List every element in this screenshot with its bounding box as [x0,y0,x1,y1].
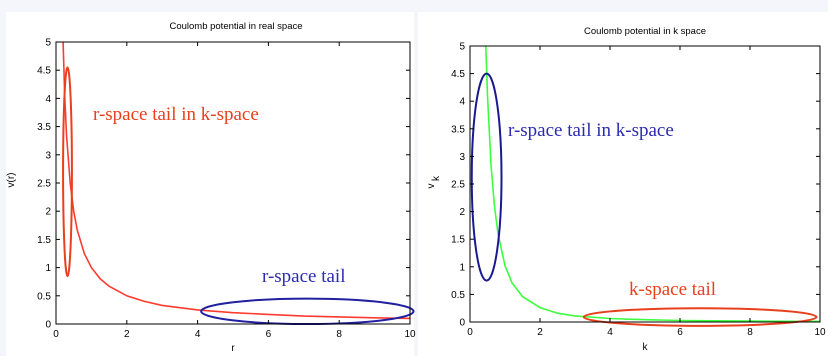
left-chart-title: Coulomb potential in real space [169,21,302,32]
left-y-tick-label: 0 [45,320,51,331]
right-y-tick-label: 2.5 [451,180,465,191]
right-y-tick-label: 0.5 [451,290,465,301]
right-y-tick-label: 1 [459,262,465,273]
left-x-tick-label: 0 [53,329,59,340]
left-x-tick-label: 8 [336,329,342,340]
left-annotation-rtail: r-space tail [262,266,346,287]
left-annotation-ellipse-0 [62,66,73,278]
right-x-tick-label: 6 [677,327,683,338]
left-y-axis-label: v(r) [6,173,17,188]
left-figure-background [6,12,414,356]
right-x-tick-label: 2 [537,327,543,338]
left-y-tick-label: 1 [45,263,51,274]
right-annotation-ktail: k-space tail [629,279,716,300]
right-x-tick-label: 0 [467,327,473,338]
right-chart-title: Coulomb potential in k space [584,26,706,37]
left-x-tick-label: 10 [404,329,416,340]
right-panel: Coulomb potential in k space 0 2 4 6 8 10 0 0.5… [418,12,828,356]
right-annotation-rtail: r-space tail in k-space [508,120,674,141]
right-y-tick-label: 5 [459,42,465,53]
left-y-tick-label: 2 [45,207,51,218]
right-y-tick-label: 3 [459,152,465,163]
left-y-tick-label: 5 [45,38,51,49]
right-figure-background [418,12,828,356]
right-ticks: 0 2 4 6 8 10 0 0.5 1 1.5 2 2.5 3 3.5 4 4.5 5 [451,42,826,339]
left-y-tick-label: 4 [45,94,51,105]
left-series-line-0 [62,42,410,320]
right-y-tick-label: 4.5 [451,69,465,80]
left-y-tick-label: 3 [45,150,51,161]
right-y-tick-label: 2 [459,207,465,218]
left-annotation-kspace: r-space tail in k-space [93,104,259,125]
right-annotation-ellipse-1 [582,307,818,327]
left-ticks: 0 2 4 6 8 10 0 0.5 1 1.5 2 2.5 3 3.5 4 4.5 5 [37,38,416,341]
right-x-tick-label: 4 [607,327,613,338]
right-y-axis-label: v [426,184,437,189]
right-x-axis-label: k [643,342,649,353]
right-y-axis-subscript: k [431,175,442,181]
right-y-tick-label: 0 [459,318,465,329]
left-y-tick-label: 0.5 [37,291,51,302]
right-series-line-0 [485,46,820,322]
right-y-tick-label: 1.5 [451,235,465,246]
right-y-tick-label: 4 [459,97,465,108]
right-y-tick-label: 3.5 [451,124,465,135]
right-plot-marks [470,46,820,327]
right-x-tick-label: 10 [814,327,826,338]
left-panel: Coulomb potential in real space 0 2 4 6 8 100… [6,12,416,356]
left-y-tick-label: 4.5 [37,66,51,77]
left-x-tick-label: 4 [195,329,201,340]
left-y-tick-label: 1.5 [37,235,51,246]
right-y-axis-label-group: v k [426,175,442,189]
right-x-tick-label: 8 [747,327,753,338]
left-x-tick-label: 6 [266,329,272,340]
left-y-tick-label: 2.5 [37,179,51,190]
right-annotation-ellipse-0 [470,72,503,282]
left-y-tick-label: 3.5 [37,122,51,133]
left-x-tick-label: 2 [124,329,130,340]
left-x-axis-label: r [231,343,235,354]
